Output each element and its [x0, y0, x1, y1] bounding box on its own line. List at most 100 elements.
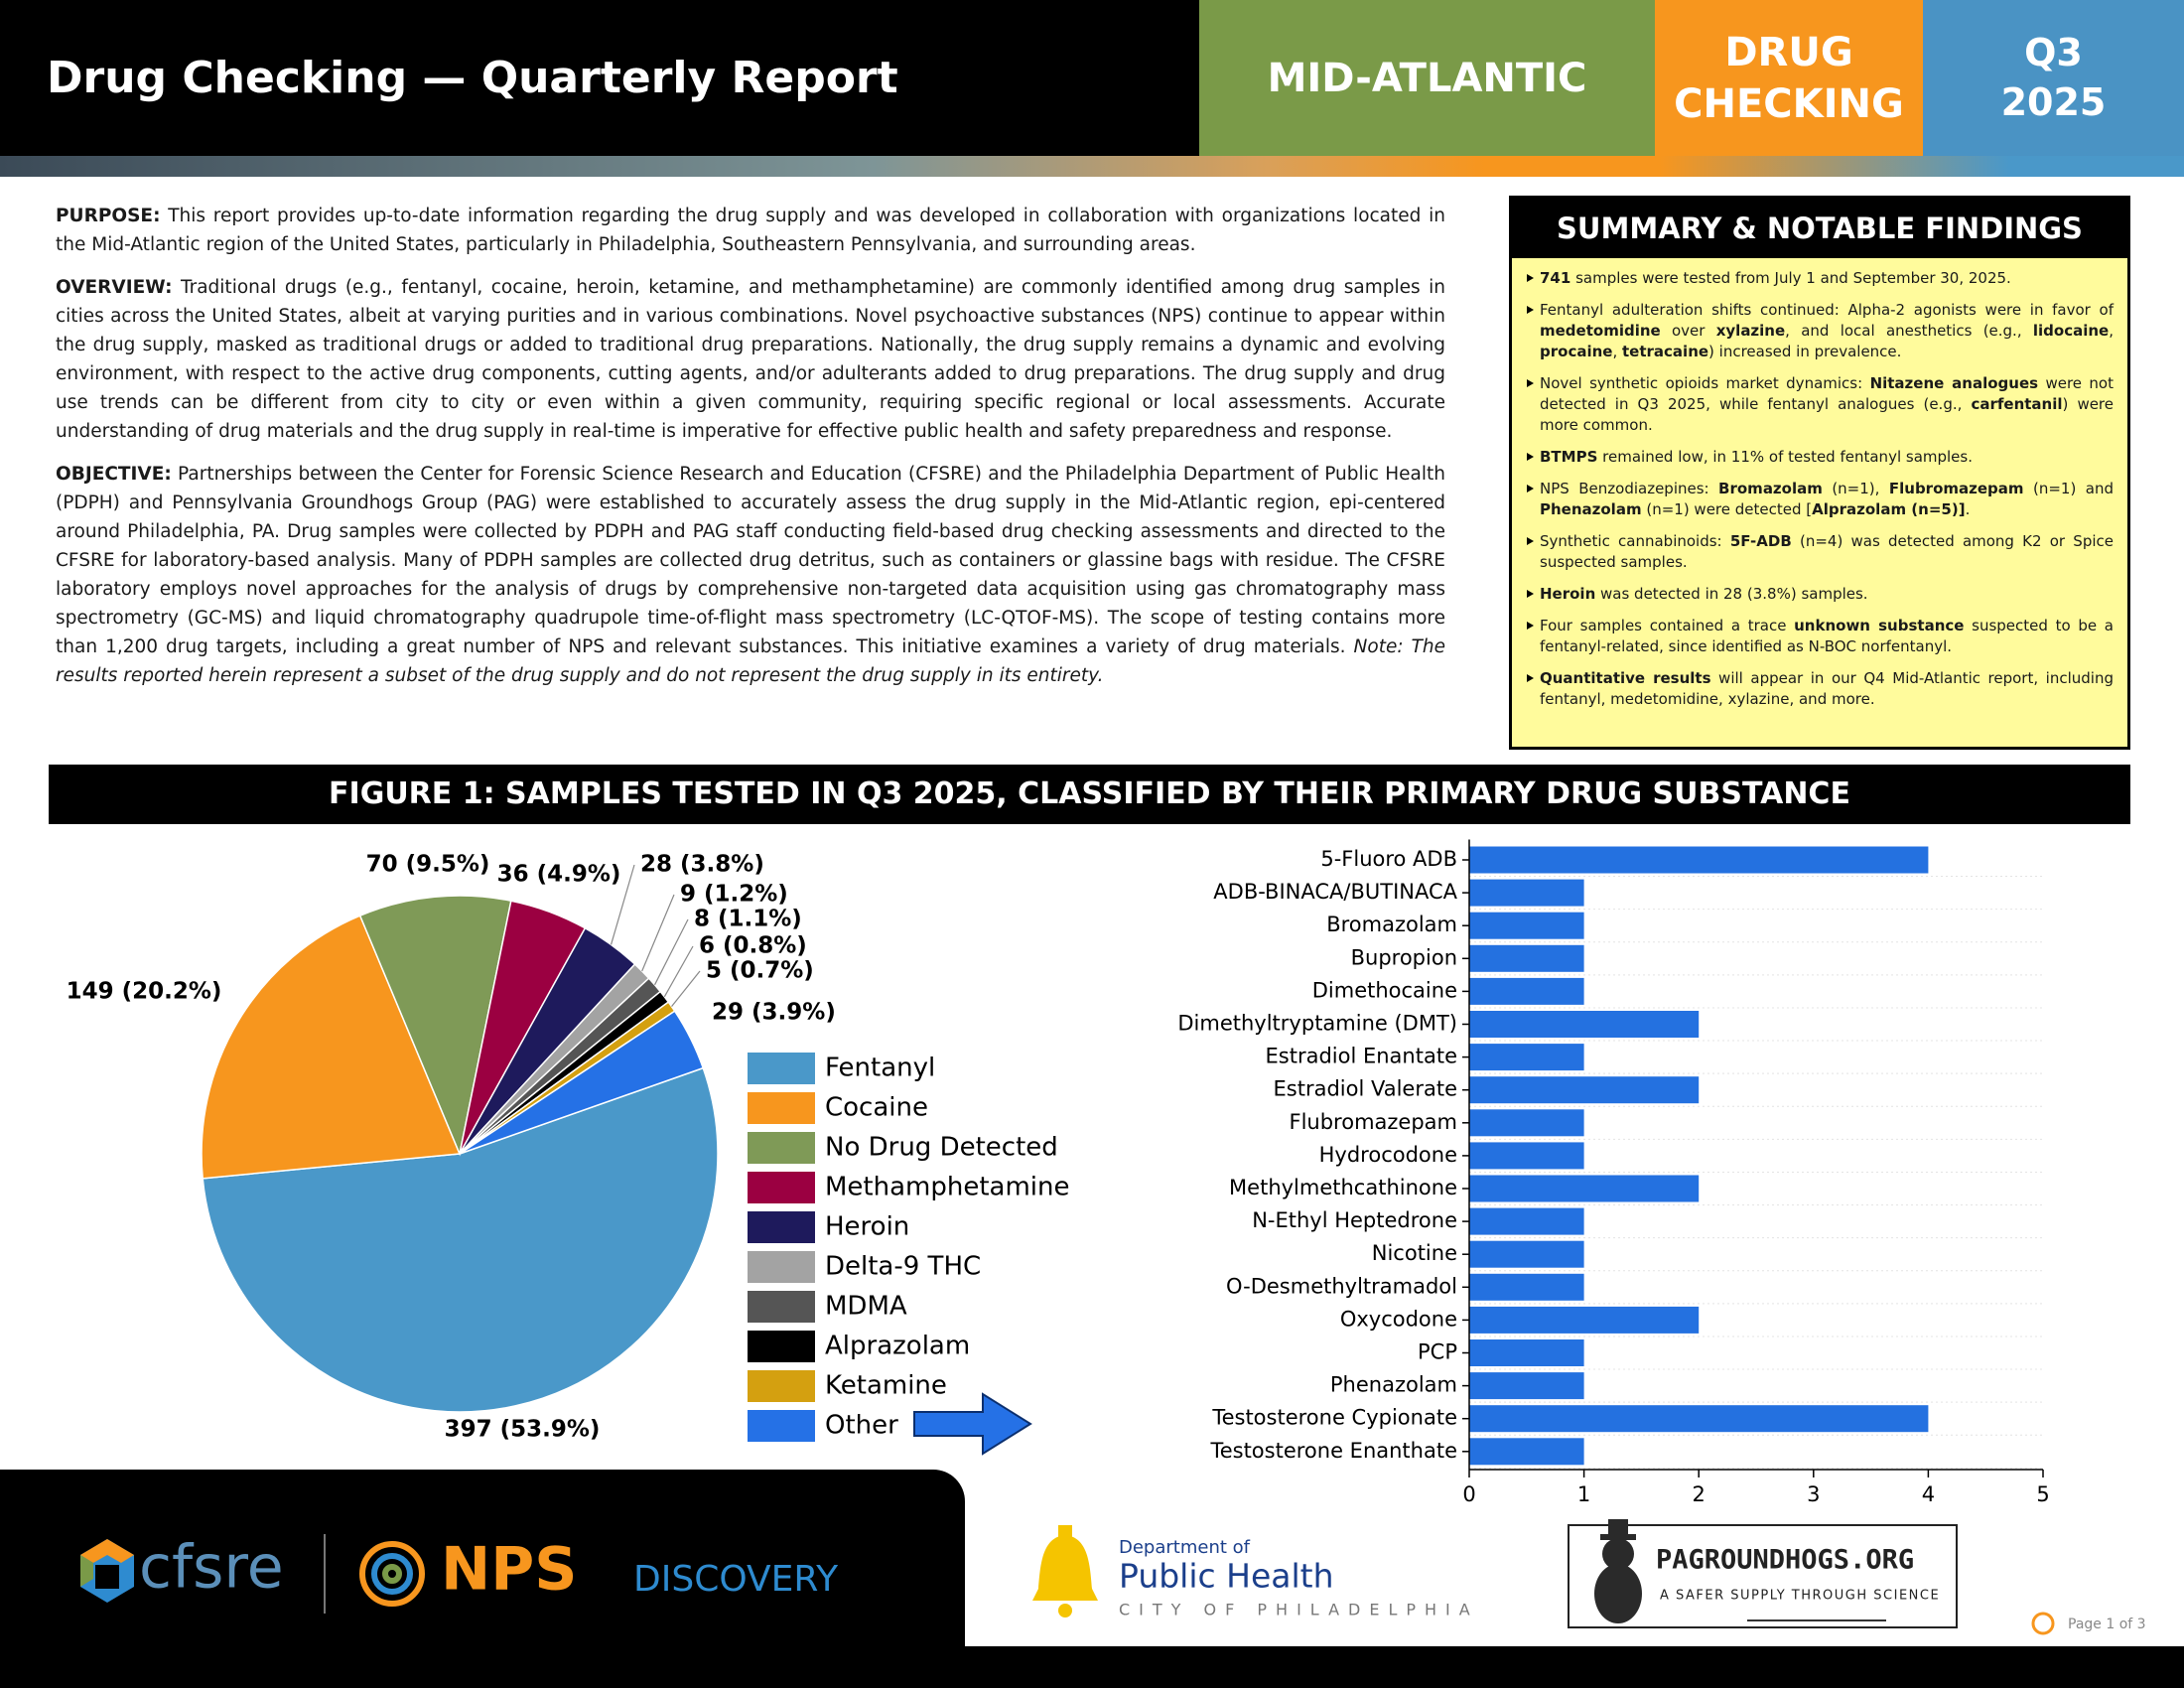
legend-swatch [748, 1092, 815, 1124]
x-tick-label: 1 [1577, 1482, 1590, 1506]
legend-swatch [748, 1053, 815, 1084]
text-run: (n=1) and [2023, 480, 2114, 497]
header-stripe [0, 156, 2184, 177]
text-run: was detected in 28 (3.8%) samples. [1595, 585, 1868, 603]
finding: Synthetic cannabinoids: 5F-ADB (n=4) was… [1526, 531, 2114, 573]
x-tick-label: 4 [1922, 1482, 1935, 1506]
text-run: procaine [1540, 343, 1613, 360]
x-tick-label: 5 [2036, 1482, 2049, 1506]
pie-label: 70 (9.5%) [366, 852, 490, 878]
figure-title: FIGURE 1: SAMPLES TESTED IN Q3 2025, CLA… [49, 765, 2130, 824]
text-run: Flubromazepam [1888, 480, 2024, 497]
legend-label: Ketamine [825, 1371, 947, 1401]
text-run: will appear in our Q4 Mid-Atlantic repor… [1540, 669, 2114, 708]
text-run: carfentanil [1971, 395, 2063, 413]
legend-label: Other [825, 1411, 898, 1441]
paragraph: OVERVIEW: Traditional drugs (e.g., fenta… [56, 273, 1445, 446]
text-run: suspected to be a fentanyl-related, sinc… [1540, 617, 2114, 655]
discovery-logo: DISCOVERY [633, 1559, 839, 1600]
text-run: (n=1) were detected [ [1641, 500, 1813, 518]
text-run: samples were tested from July 1 and Sept… [1570, 269, 2011, 287]
leader-line [663, 945, 694, 998]
y-tick-label: Estradiol Valerate [1274, 1077, 1457, 1101]
nps-icon [359, 1541, 425, 1607]
leader-line [654, 918, 689, 986]
legend-swatch [748, 1211, 815, 1243]
text-run: Heroin [1540, 585, 1596, 603]
bar [1469, 1175, 1700, 1202]
text-run: xylazine [1715, 322, 1786, 340]
program-box: DRUG CHECKING [1655, 0, 1923, 156]
pie-slice [459, 1010, 705, 1155]
text-run: Partnerships between the Center for Fore… [56, 464, 1445, 657]
text-run: Quantitative results [1540, 669, 1711, 687]
legend-swatch [748, 1172, 815, 1203]
region: MID-ATLANTIC [1267, 55, 1587, 101]
pie-label: 28 (3.8%) [640, 852, 764, 878]
bar [1469, 1076, 1700, 1104]
paragraph: PURPOSE: This report provides up-to-date… [56, 202, 1445, 259]
paragraph: OBJECTIVE: Partnerships between the Cent… [56, 460, 1445, 690]
findings: 741 samples were tested from July 1 and … [1512, 258, 2127, 710]
pie-label: 149 (20.2%) [67, 979, 222, 1005]
bar [1469, 912, 1584, 939]
text-run: Four samples contained a trace [1540, 617, 1795, 634]
text-run: remained low, in 11% of tested fentanyl … [1597, 448, 1973, 466]
text-run: Alprazolam (n=5)] [1812, 500, 1966, 518]
y-tick-label: Methylmethcathinone [1229, 1176, 1457, 1199]
y-tick-label: Bromazolam [1326, 913, 1457, 936]
text-run: over [1660, 322, 1716, 340]
text-run: ) were more common. [1540, 395, 2115, 434]
text-run: This report provides up-to-date informat… [56, 206, 1445, 255]
y-tick-label: Testosterone Cypionate [1211, 1406, 1457, 1430]
legend-label: MDMA [825, 1292, 907, 1322]
program: DRUG CHECKING [1674, 29, 1904, 127]
text-run: Nitazene analogues [1869, 374, 2039, 392]
text-run: NPS Benzodiazepines: [1540, 480, 1719, 497]
leader-line [641, 894, 675, 972]
summary-box: SUMMARY & NOTABLE FINDINGS 741 samples w… [1509, 196, 2130, 750]
legend-swatch [748, 1370, 815, 1402]
y-tick-label: Phenazolam [1330, 1373, 1457, 1397]
text-run: Fentanyl adulteration shifts continued: … [1540, 301, 2114, 319]
bar [1469, 1339, 1584, 1366]
pie-label: 6 (0.8%) [699, 933, 807, 959]
other-arrow [913, 1392, 1032, 1456]
text-run: Note: The results reported herein repres… [56, 636, 1445, 686]
text-run: lidocaine [2032, 322, 2110, 340]
finding: Four samples contained a trace unknown s… [1526, 616, 2114, 657]
report-title: Drug Checking — Quarterly Report [47, 53, 898, 103]
text-run: PURPOSE: [56, 206, 161, 226]
text-run: . [1965, 500, 1971, 518]
y-tick-label: 5-Fluoro ADB [1320, 847, 1457, 871]
bar [1469, 944, 1584, 972]
finding: Novel synthetic opioids market dynamics:… [1526, 373, 2114, 436]
y-tick-label: PCP [1418, 1340, 1457, 1364]
summary-title: SUMMARY & NOTABLE FINDINGS [1512, 199, 2127, 258]
finding: 741 samples were tested from July 1 and … [1526, 268, 2114, 289]
y-tick-label: N-Ethyl Heptedrone [1252, 1208, 1457, 1232]
y-tick-label: Nicotine [1372, 1241, 1457, 1265]
bell-icon [1032, 1525, 1098, 1618]
text-run: (n=1), [1822, 480, 1889, 497]
body-text: PURPOSE: This report provides up-to-date… [56, 202, 1445, 704]
bar [1469, 1372, 1584, 1400]
finding: Heroin was detected in 28 (3.8%) samples… [1526, 584, 2114, 605]
bar [1469, 846, 1929, 874]
bar [1469, 1405, 1929, 1433]
legend-swatch [748, 1291, 815, 1323]
nps-logo: NPS [441, 1535, 577, 1605]
bar [1469, 1142, 1584, 1170]
legend-label: Methamphetamine [825, 1173, 1070, 1202]
text-run: , [1612, 343, 1622, 360]
pag-logo: PAGROUNDHOGS.ORG [1656, 1545, 1914, 1576]
bar [1469, 1109, 1584, 1137]
page-number: Page 1 of 3 [2068, 1617, 2146, 1632]
quarter-box: Q3 2025 [1923, 0, 2184, 156]
region-box: MID-ATLANTIC [1199, 0, 1655, 156]
city: CITY OF PHILADELPHIA [1119, 1601, 1479, 1619]
groundhog-icon [1594, 1519, 1642, 1623]
x-tick-label: 2 [1693, 1482, 1706, 1506]
